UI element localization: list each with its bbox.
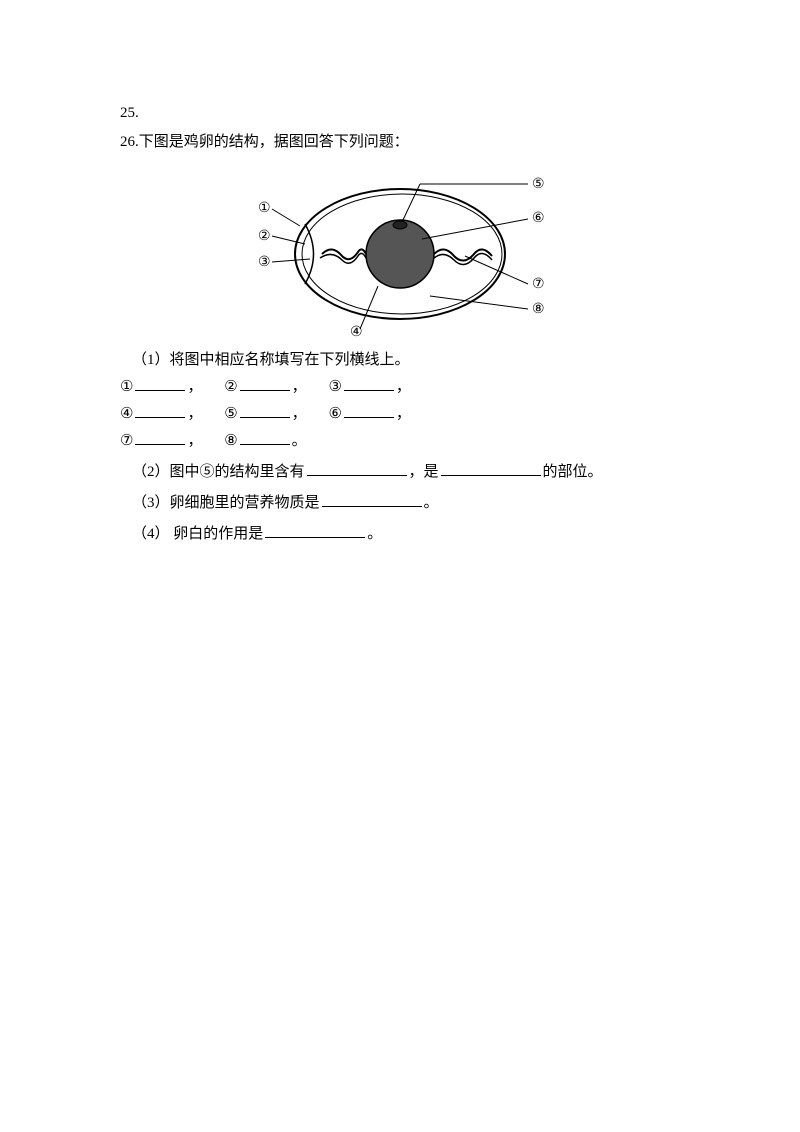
period: 。 <box>424 495 439 511</box>
label-3: ③ <box>258 255 271 270</box>
fill-row-1: ① ， ② ， ③ ， <box>120 374 680 401</box>
sub3-prefix: （3）卵细胞里的营养物质是 <box>132 495 320 511</box>
sub-question-2: （2）图中⑤的结构里含有 ，是 的部位。 <box>120 459 680 486</box>
blank-8[interactable] <box>240 430 290 445</box>
sub-question-3: （3）卵细胞里的营养物质是 。 <box>120 490 680 517</box>
egg-diagram: ① ② ③ ④ ⑤ ⑥ ⑦ ⑧ <box>250 164 550 339</box>
period: 。 <box>292 433 307 449</box>
egg-diagram-container: ① ② ③ ④ ⑤ ⑥ ⑦ ⑧ <box>120 164 680 339</box>
num-2: ② <box>224 379 237 395</box>
num-5: ⑤ <box>224 406 237 422</box>
comma: ， <box>187 406 202 422</box>
label-5: ⑤ <box>532 177 545 192</box>
sub-question-1-label: （1）将图中相应名称填写在下列横线上。 <box>120 347 680 374</box>
num-1: ① <box>120 379 133 395</box>
comma: ， <box>187 433 202 449</box>
blank-6[interactable] <box>344 403 394 418</box>
sub-question-4: （4） 卵白的作用是 。 <box>120 521 680 548</box>
question-25-number: 25. <box>120 100 680 127</box>
num-7: ⑦ <box>120 433 133 449</box>
blank-4[interactable] <box>135 403 185 418</box>
fill-row-2: ④ ， ⑤ ， ⑥ ， <box>120 401 680 428</box>
sub4-prefix: （4） 卵白的作用是 <box>132 526 263 542</box>
blank-sub2b[interactable] <box>441 461 541 476</box>
blank-sub2a[interactable] <box>307 461 407 476</box>
sub2-mid: ，是 <box>409 464 439 480</box>
num-8: ⑧ <box>224 433 237 449</box>
blank-sub3[interactable] <box>322 492 422 507</box>
blank-3[interactable] <box>344 376 394 391</box>
comma: ， <box>396 379 411 395</box>
blank-sub4[interactable] <box>265 523 365 538</box>
question-26-prompt: 下图是鸡卵的结构，据图回答下列问题： <box>139 134 409 150</box>
label-4: ④ <box>350 325 363 339</box>
blank-1[interactable] <box>135 376 185 391</box>
comma: ， <box>292 379 307 395</box>
num-4: ④ <box>120 406 133 422</box>
label-8: ⑧ <box>532 302 545 317</box>
question-26-number: 26. <box>120 134 139 150</box>
fill-row-3: ⑦ ， ⑧ 。 <box>120 428 680 455</box>
label-2: ② <box>258 229 271 244</box>
sub2-suffix: 的部位。 <box>543 464 603 480</box>
comma: ， <box>292 406 307 422</box>
period: 。 <box>367 526 382 542</box>
comma: ， <box>396 406 411 422</box>
num-6: ⑥ <box>328 406 341 422</box>
comma: ， <box>187 379 202 395</box>
blank-7[interactable] <box>135 430 185 445</box>
num-3: ③ <box>328 379 341 395</box>
label-7: ⑦ <box>532 277 545 292</box>
blank-5[interactable] <box>240 403 290 418</box>
question-26: 26.下图是鸡卵的结构，据图回答下列问题： <box>120 129 680 156</box>
label-6: ⑥ <box>532 211 545 226</box>
label-1: ① <box>258 201 271 216</box>
blank-2[interactable] <box>240 376 290 391</box>
sub2-prefix: （2）图中⑤的结构里含有 <box>132 464 305 480</box>
